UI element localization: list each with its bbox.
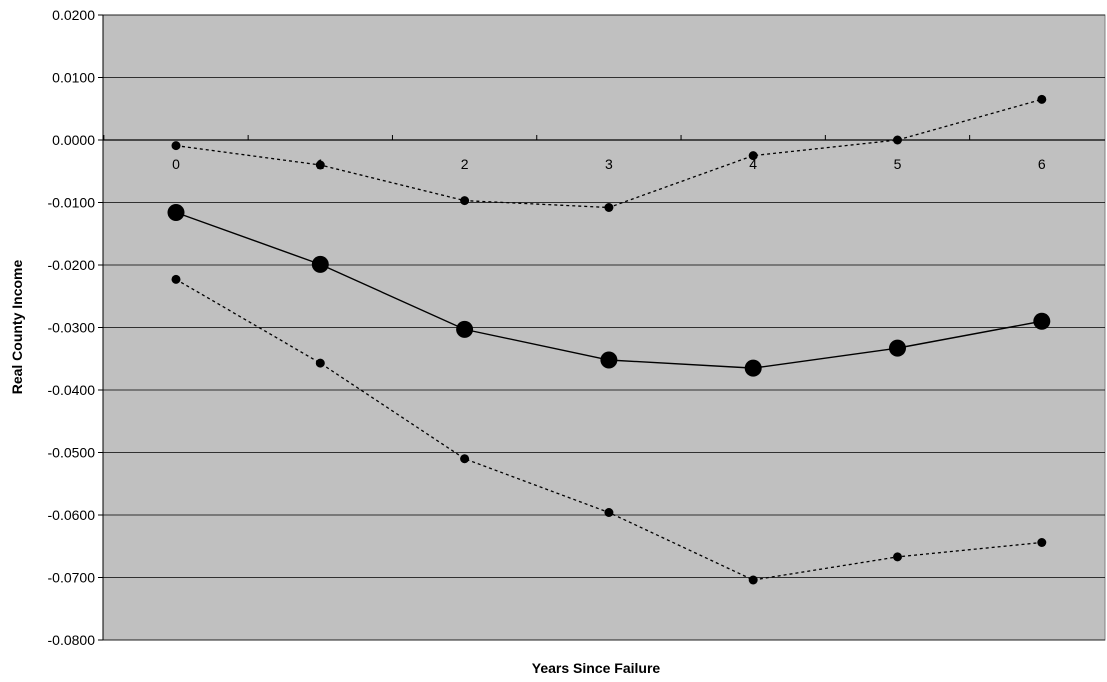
series-1 bbox=[171, 94, 1047, 212]
y-tick-label: -0.0400 bbox=[48, 382, 96, 398]
y-axis: 0.0200 0.0100 0.0000 -0.0100 -0.0200 -0.0300 -… bbox=[48, 7, 104, 648]
data-point bbox=[171, 141, 181, 151]
data-point bbox=[167, 204, 185, 221]
x-axis-title: Years Since Failure bbox=[532, 660, 661, 676]
y-tick-label: -0.0200 bbox=[48, 257, 96, 273]
x-tick-label: 3 bbox=[605, 156, 613, 172]
data-point bbox=[311, 255, 329, 273]
y-tick-label: -0.0100 bbox=[48, 195, 96, 211]
x-tick-label: 6 bbox=[1038, 156, 1046, 172]
data-point bbox=[893, 552, 902, 562]
data-point bbox=[1033, 312, 1051, 330]
data-point bbox=[748, 575, 758, 585]
series-layer bbox=[167, 94, 1051, 585]
y-tick-label: 0.0200 bbox=[52, 7, 95, 23]
data-point bbox=[893, 135, 902, 145]
gridlines bbox=[103, 14, 1105, 641]
data-point bbox=[604, 508, 614, 517]
data-point bbox=[889, 339, 906, 357]
y-tick-label: -0.0300 bbox=[48, 320, 96, 336]
data-point bbox=[1037, 538, 1047, 547]
x-tick-label: 5 bbox=[894, 156, 902, 172]
x-tick-label: 2 bbox=[461, 156, 469, 172]
data-point bbox=[600, 351, 618, 369]
data-point bbox=[456, 320, 474, 338]
series-0 bbox=[167, 204, 1051, 377]
y-tick-label: -0.0500 bbox=[48, 445, 96, 461]
series-2 bbox=[171, 274, 1047, 585]
data-point bbox=[604, 203, 614, 212]
y-axis-title: Real County Income bbox=[9, 260, 25, 395]
data-point bbox=[315, 160, 325, 170]
y-tick-label: 0.0000 bbox=[52, 132, 95, 148]
y-tick-label: 0.0100 bbox=[52, 70, 95, 86]
data-point bbox=[1037, 94, 1047, 104]
data-point bbox=[744, 359, 762, 377]
x-tick-label: 4 bbox=[749, 156, 757, 172]
x-axis: 0123456 bbox=[103, 135, 1105, 172]
y-tick-label: -0.0700 bbox=[48, 570, 96, 586]
data-point bbox=[171, 274, 181, 284]
data-point bbox=[315, 358, 325, 368]
y-tick-label: -0.0800 bbox=[48, 632, 96, 648]
data-point bbox=[460, 196, 470, 206]
data-point bbox=[748, 151, 758, 161]
y-tick-label: -0.0600 bbox=[48, 507, 96, 523]
data-point bbox=[460, 454, 470, 464]
x-tick-label: 0 bbox=[172, 156, 180, 172]
